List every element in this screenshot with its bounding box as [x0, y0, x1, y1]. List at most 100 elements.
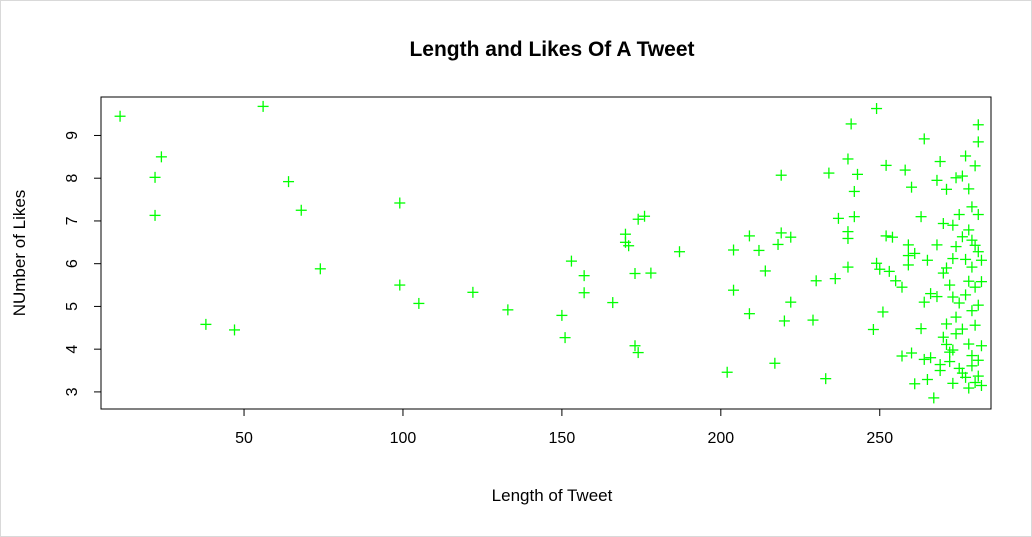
x-tick-label-0: 50 [235, 430, 253, 447]
data-point-31 [721, 366, 733, 378]
data-points [114, 100, 987, 404]
data-point-23 [623, 240, 635, 252]
data-point-128 [963, 338, 975, 350]
data-point-41 [775, 227, 787, 239]
data-point-74 [902, 259, 914, 271]
x-axis-label: Length of Tweet [492, 486, 613, 505]
data-point-94 [934, 359, 946, 371]
data-point-49 [829, 273, 841, 285]
data-point-12 [413, 297, 425, 309]
data-point-72 [902, 239, 914, 251]
x-tick-label-1: 100 [390, 430, 417, 447]
data-point-7 [283, 176, 295, 188]
data-point-136 [969, 160, 981, 172]
data-point-123 [960, 289, 972, 301]
data-point-86 [925, 288, 937, 300]
data-point-124 [960, 371, 972, 383]
data-point-150 [975, 340, 987, 352]
data-point-119 [956, 323, 968, 335]
data-point-126 [963, 224, 975, 236]
data-point-103 [944, 356, 956, 368]
data-point-129 [963, 382, 975, 394]
data-point-81 [918, 133, 930, 145]
data-point-138 [969, 281, 981, 293]
data-point-142 [972, 136, 984, 148]
data-point-117 [956, 170, 968, 182]
data-point-76 [906, 347, 918, 359]
data-point-112 [950, 311, 962, 323]
data-point-134 [966, 350, 978, 362]
data-point-71 [899, 164, 911, 176]
data-point-56 [848, 185, 860, 197]
data-point-20 [607, 297, 619, 309]
data-point-98 [941, 183, 952, 195]
data-point-140 [969, 377, 981, 389]
data-point-133 [966, 305, 978, 317]
data-point-14 [502, 304, 514, 316]
data-point-145 [972, 299, 984, 311]
y-tick-label-6: 9 [64, 131, 81, 140]
data-point-37 [759, 265, 771, 277]
data-point-26 [632, 347, 644, 359]
data-point-69 [896, 281, 908, 293]
data-point-1 [149, 171, 161, 183]
data-point-24 [629, 268, 641, 280]
data-point-47 [820, 373, 832, 385]
data-point-135 [966, 360, 978, 372]
data-point-99 [941, 262, 952, 274]
data-point-68 [890, 275, 902, 287]
data-point-30 [674, 246, 685, 258]
data-point-61 [871, 257, 883, 269]
data-point-132 [966, 261, 978, 273]
data-point-28 [639, 210, 651, 222]
data-point-77 [909, 247, 921, 259]
data-point-46 [810, 275, 822, 287]
y-axis-label: NUmber of Likes [10, 190, 29, 317]
data-point-34 [743, 230, 755, 242]
data-point-80 [915, 323, 927, 335]
data-point-85 [921, 254, 933, 266]
x-tick-label-4: 250 [866, 430, 893, 447]
data-point-91 [931, 239, 943, 251]
y-tick-label-4: 7 [64, 216, 81, 225]
data-point-5 [229, 324, 240, 336]
data-point-44 [785, 296, 797, 308]
data-point-38 [769, 357, 781, 369]
data-point-151 [975, 379, 987, 391]
data-point-127 [963, 275, 975, 287]
data-point-60 [871, 103, 883, 115]
data-point-88 [928, 392, 940, 404]
data-point-4 [200, 318, 212, 330]
data-point-102 [944, 279, 956, 291]
data-point-51 [842, 153, 854, 165]
data-point-27 [632, 213, 644, 225]
data-point-73 [902, 250, 914, 262]
y-tick-label-2: 5 [64, 302, 81, 311]
data-point-13 [467, 286, 479, 298]
data-point-109 [947, 377, 959, 389]
data-point-11 [394, 279, 406, 291]
data-point-0 [114, 110, 126, 122]
data-point-25 [629, 340, 641, 352]
data-point-121 [960, 150, 972, 162]
data-point-143 [972, 209, 984, 221]
y-tick-label-0: 3 [64, 387, 81, 396]
data-point-115 [953, 297, 965, 309]
data-point-122 [960, 253, 972, 265]
data-point-75 [906, 181, 918, 193]
data-point-65 [880, 230, 892, 242]
data-point-6 [257, 100, 269, 112]
data-point-141 [972, 119, 984, 131]
data-point-105 [947, 219, 959, 231]
data-point-32 [728, 244, 740, 256]
data-point-53 [842, 232, 854, 244]
data-point-67 [886, 231, 898, 243]
data-point-57 [848, 211, 860, 223]
y-axis: 3 4 5 6 7 8 9 [64, 131, 101, 396]
data-point-114 [953, 209, 965, 221]
data-point-63 [877, 306, 889, 318]
data-point-106 [947, 253, 959, 265]
x-axis: 50 100 150 200 250 [235, 409, 893, 447]
data-point-89 [931, 291, 943, 303]
